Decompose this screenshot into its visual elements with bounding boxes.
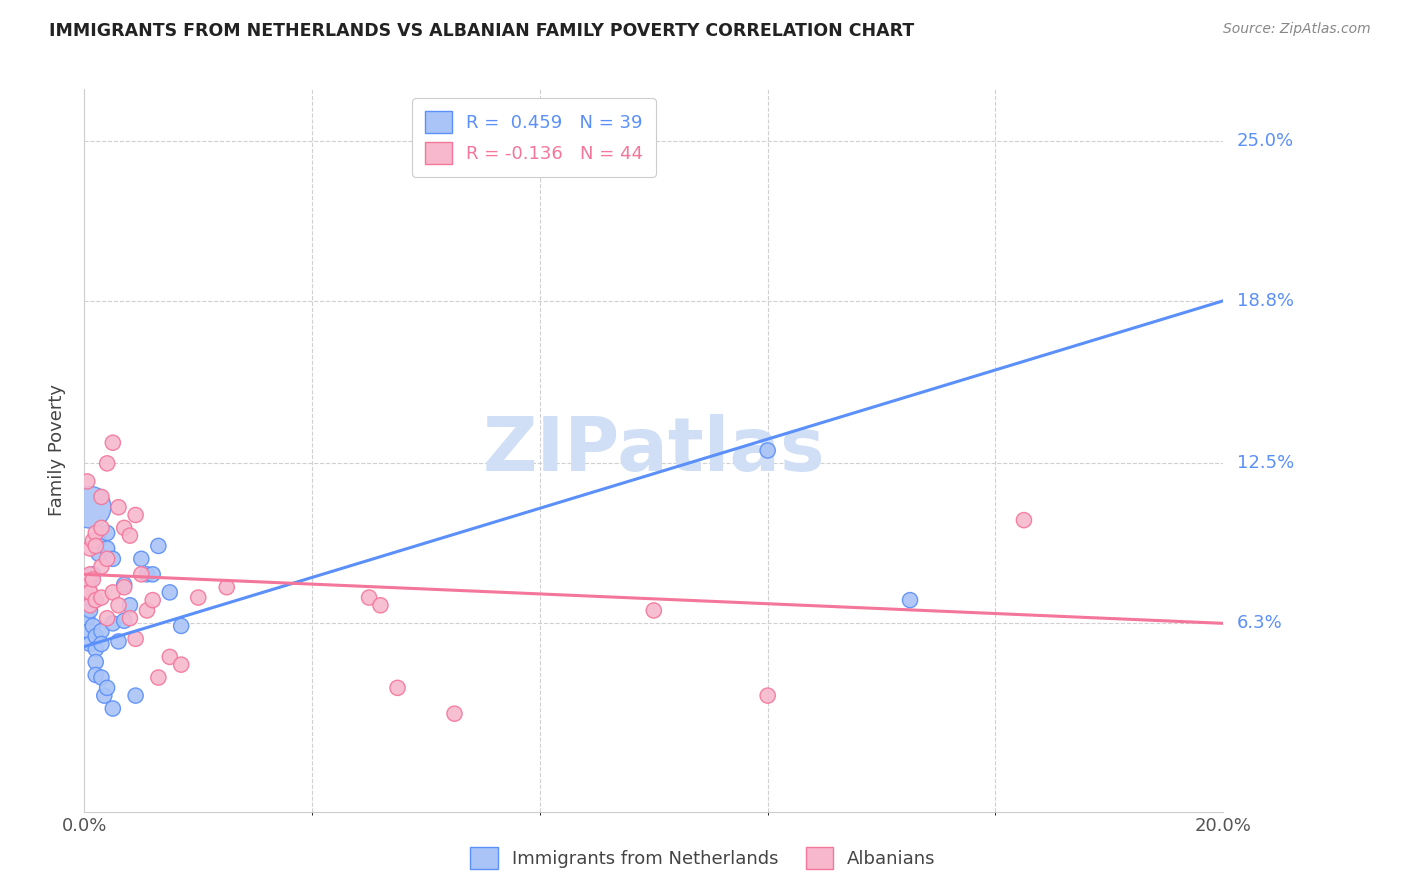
Point [79, 603, 101, 617]
Point [370, 599, 392, 613]
Point [112, 614, 135, 628]
Point [96, 526, 118, 541]
Point [82, 533, 104, 548]
Point [96, 611, 118, 625]
Point [118, 599, 141, 613]
Point [79, 637, 101, 651]
Point [118, 528, 141, 542]
Point [124, 689, 146, 703]
Point [387, 681, 409, 695]
Point [131, 551, 153, 566]
Point [159, 649, 181, 664]
Point [101, 551, 124, 566]
Point [90, 671, 112, 685]
Point [87, 533, 110, 548]
Point [1012, 513, 1035, 527]
Point [170, 619, 193, 633]
Point [90, 591, 112, 605]
Point [107, 599, 129, 613]
Point [118, 611, 141, 625]
Point [84, 642, 107, 657]
Point [82, 573, 104, 587]
Point [84, 593, 107, 607]
Point [107, 500, 129, 515]
Point [148, 539, 170, 553]
Point [90, 490, 112, 504]
Point [142, 593, 165, 607]
Point [112, 577, 135, 591]
Point [159, 585, 181, 599]
Point [79, 585, 101, 599]
Text: 25.0%: 25.0% [1237, 132, 1295, 150]
Point [96, 456, 118, 470]
Text: 18.8%: 18.8% [1237, 292, 1294, 310]
Point [84, 629, 107, 643]
Point [79, 585, 101, 599]
Point [76, 475, 98, 489]
Point [90, 624, 112, 639]
Point [124, 632, 146, 646]
Point [107, 634, 129, 648]
Point [643, 603, 665, 617]
Point [359, 591, 381, 605]
Point [756, 689, 779, 703]
Point [82, 567, 104, 582]
Point [136, 567, 159, 582]
Point [112, 580, 135, 594]
Point [187, 591, 209, 605]
Point [101, 435, 124, 450]
Point [101, 701, 124, 715]
Point [76, 591, 98, 605]
Point [90, 637, 112, 651]
Point [215, 580, 238, 594]
Point [131, 567, 153, 582]
Point [79, 599, 101, 613]
Point [87, 547, 110, 561]
Legend: Immigrants from Netherlands, Albanians: Immigrants from Netherlands, Albanians [461, 838, 945, 879]
Point [93, 689, 115, 703]
Point [79, 500, 101, 515]
Point [96, 681, 118, 695]
Point [756, 443, 779, 458]
Point [82, 593, 104, 607]
Text: 12.5%: 12.5% [1237, 454, 1295, 473]
Point [76, 573, 98, 587]
Point [148, 671, 170, 685]
Point [142, 567, 165, 582]
Point [84, 526, 107, 541]
Point [79, 567, 101, 582]
Point [101, 585, 124, 599]
Point [90, 559, 112, 574]
Point [90, 521, 112, 535]
Point [136, 603, 159, 617]
Point [170, 657, 193, 672]
Point [124, 508, 146, 522]
Point [84, 539, 107, 553]
Point [79, 541, 101, 556]
Point [79, 573, 101, 587]
Point [443, 706, 465, 721]
Point [96, 541, 118, 556]
Point [898, 593, 921, 607]
Text: IMMIGRANTS FROM NETHERLANDS VS ALBANIAN FAMILY POVERTY CORRELATION CHART: IMMIGRANTS FROM NETHERLANDS VS ALBANIAN … [49, 22, 914, 40]
Point [84, 655, 107, 669]
Point [112, 521, 135, 535]
Point [77, 624, 100, 639]
Text: 6.3%: 6.3% [1237, 615, 1282, 632]
Point [96, 551, 118, 566]
Point [101, 616, 124, 631]
Text: ZIPatlas: ZIPatlas [482, 414, 825, 487]
Point [82, 619, 104, 633]
Y-axis label: Family Poverty: Family Poverty [48, 384, 66, 516]
Legend: R =  0.459   N = 39, R = -0.136   N = 44: R = 0.459 N = 39, R = -0.136 N = 44 [412, 98, 657, 177]
Point [84, 668, 107, 682]
Text: Source: ZipAtlas.com: Source: ZipAtlas.com [1223, 22, 1371, 37]
Point [76, 611, 98, 625]
